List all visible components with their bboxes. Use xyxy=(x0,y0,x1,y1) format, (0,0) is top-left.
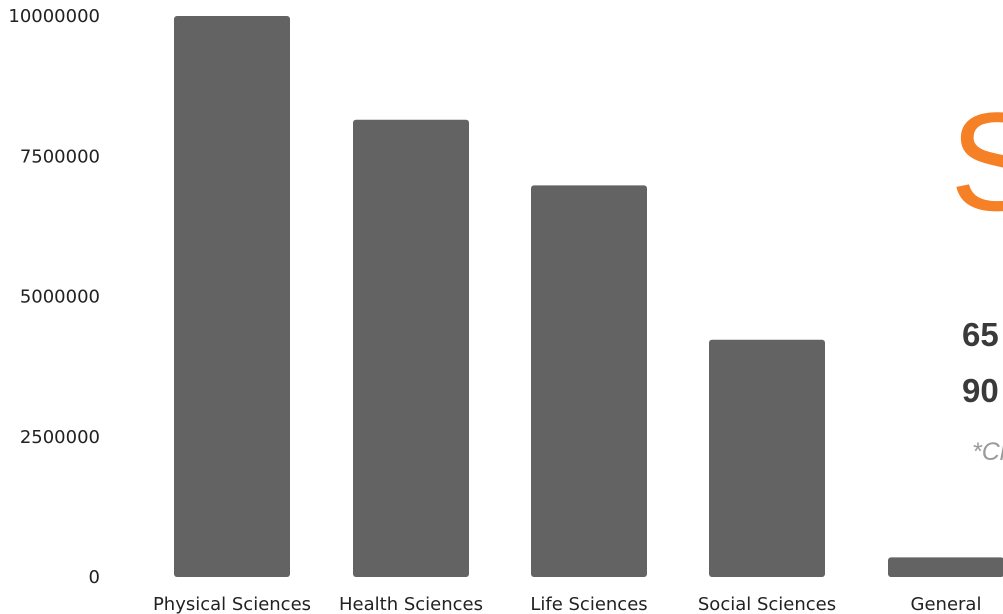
category-label: Social Sciences xyxy=(698,594,836,614)
panel-stat-line-1: 65 xyxy=(962,316,999,353)
category-label: Physical Sciences xyxy=(153,594,311,614)
bars-group xyxy=(174,16,1003,577)
bar-life-sciences xyxy=(531,185,647,577)
y-axis-ticks: 10000000 7500000 5000000 2500000 0 xyxy=(8,6,100,588)
y-tick-label: 0 xyxy=(89,567,100,588)
bar-health-sciences xyxy=(353,119,469,577)
y-tick-label: 5000000 xyxy=(20,287,100,308)
y-tick-label: 7500000 xyxy=(20,146,100,167)
category-label: Life Sciences xyxy=(530,594,647,614)
panel-stat-line-2: 90 xyxy=(962,372,999,409)
y-tick-label: 10000000 xyxy=(8,6,100,27)
bar-social-sciences xyxy=(709,339,825,577)
bar-physical-sciences xyxy=(174,16,290,577)
category-labels: Physical Sciences Health Sciences Life Sci… xyxy=(153,594,982,614)
category-label: Health Sciences xyxy=(339,594,483,614)
panel-footnote: *Cl xyxy=(972,438,1003,466)
panel-heading-letter: S xyxy=(950,83,1003,240)
category-label: General xyxy=(911,594,982,614)
bar-general xyxy=(888,557,1003,577)
y-tick-label: 2500000 xyxy=(20,427,100,448)
